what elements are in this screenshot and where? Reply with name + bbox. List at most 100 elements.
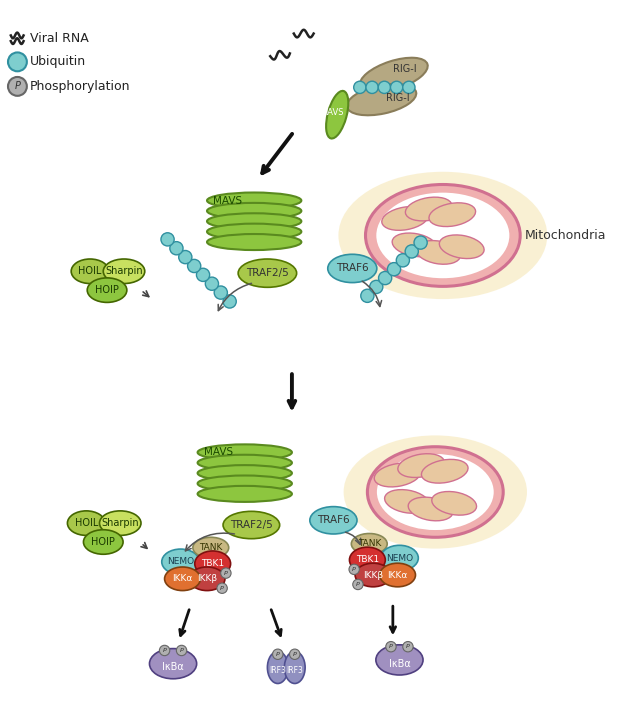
Text: MAVS: MAVS (320, 108, 343, 117)
Circle shape (386, 641, 396, 652)
Circle shape (396, 253, 410, 267)
Text: Sharpin: Sharpin (101, 518, 139, 528)
Circle shape (391, 81, 403, 93)
Text: TBK1: TBK1 (201, 559, 224, 568)
Ellipse shape (207, 192, 301, 208)
Text: HOIP: HOIP (91, 537, 115, 547)
Circle shape (8, 77, 27, 95)
Ellipse shape (223, 511, 280, 538)
Text: IκBα: IκBα (389, 658, 410, 668)
Ellipse shape (416, 241, 460, 264)
Ellipse shape (197, 444, 292, 460)
Ellipse shape (376, 645, 423, 675)
Circle shape (196, 269, 210, 281)
Ellipse shape (365, 185, 520, 286)
Text: Viral RNA: Viral RNA (30, 32, 88, 45)
Text: RIG-I: RIG-I (386, 93, 410, 103)
Text: P: P (180, 648, 183, 653)
Circle shape (170, 242, 183, 255)
Text: IKKα: IKKα (387, 571, 408, 579)
Text: NEMO: NEMO (386, 554, 413, 562)
Text: TRAF2/5: TRAF2/5 (230, 520, 273, 530)
Ellipse shape (375, 463, 421, 487)
Ellipse shape (207, 223, 301, 240)
Ellipse shape (267, 651, 288, 684)
Text: HOIL: HOIL (75, 518, 98, 528)
Ellipse shape (197, 486, 292, 502)
Text: Phosphorylation: Phosphorylation (30, 80, 130, 93)
Text: P: P (224, 571, 228, 576)
Text: TBK1: TBK1 (356, 556, 379, 564)
Circle shape (370, 280, 383, 294)
Circle shape (378, 81, 391, 93)
Ellipse shape (195, 551, 231, 577)
Ellipse shape (367, 447, 503, 537)
Ellipse shape (379, 563, 415, 587)
Text: Sharpin: Sharpin (106, 266, 143, 276)
Circle shape (273, 649, 283, 659)
Text: MAVS: MAVS (204, 447, 233, 457)
Circle shape (188, 259, 201, 273)
Circle shape (8, 52, 27, 71)
Ellipse shape (99, 511, 141, 536)
Ellipse shape (310, 507, 357, 534)
Ellipse shape (197, 475, 292, 492)
Circle shape (223, 295, 236, 308)
Text: P: P (14, 81, 20, 91)
Ellipse shape (83, 530, 123, 554)
Ellipse shape (338, 172, 547, 299)
Ellipse shape (408, 497, 453, 521)
Text: NEMO: NEMO (167, 557, 194, 567)
Text: IKKβ: IKKβ (197, 574, 217, 583)
Ellipse shape (284, 651, 305, 684)
Ellipse shape (360, 57, 428, 93)
Ellipse shape (398, 454, 444, 477)
Circle shape (361, 289, 374, 302)
Text: P: P (163, 648, 167, 653)
Circle shape (353, 579, 363, 589)
Ellipse shape (149, 648, 197, 679)
Text: HOIL: HOIL (78, 266, 102, 276)
Ellipse shape (67, 511, 105, 536)
Circle shape (405, 245, 418, 258)
Ellipse shape (432, 492, 476, 515)
Ellipse shape (429, 202, 476, 227)
Circle shape (403, 81, 415, 93)
Text: HOIP: HOIP (95, 285, 119, 295)
Text: IRF3: IRF3 (286, 666, 303, 675)
Text: Mitochondria: Mitochondria (525, 229, 607, 242)
Ellipse shape (377, 454, 494, 530)
Circle shape (366, 81, 378, 93)
Text: P: P (220, 586, 224, 591)
Text: IKKα: IKKα (172, 574, 193, 583)
Circle shape (349, 564, 359, 574)
Text: P: P (389, 644, 393, 649)
Ellipse shape (344, 435, 527, 549)
Ellipse shape (71, 259, 109, 284)
Text: P: P (293, 652, 297, 657)
Circle shape (159, 645, 170, 656)
Circle shape (214, 286, 228, 299)
Circle shape (414, 236, 427, 249)
Circle shape (176, 645, 187, 656)
Text: IRF3: IRF3 (270, 666, 286, 675)
Text: P: P (406, 644, 410, 649)
Circle shape (387, 263, 400, 276)
Ellipse shape (405, 197, 452, 221)
Circle shape (403, 641, 413, 652)
Text: P: P (276, 652, 280, 657)
Ellipse shape (355, 563, 391, 587)
Ellipse shape (238, 259, 297, 287)
Ellipse shape (207, 213, 301, 229)
Ellipse shape (382, 207, 428, 230)
Ellipse shape (87, 278, 127, 302)
Circle shape (221, 568, 231, 578)
Ellipse shape (351, 533, 387, 554)
Circle shape (161, 233, 174, 246)
Ellipse shape (392, 233, 437, 256)
Ellipse shape (349, 547, 385, 573)
Ellipse shape (376, 192, 510, 278)
Ellipse shape (381, 545, 418, 571)
Circle shape (217, 583, 227, 593)
Text: Ubiquitin: Ubiquitin (30, 55, 86, 68)
